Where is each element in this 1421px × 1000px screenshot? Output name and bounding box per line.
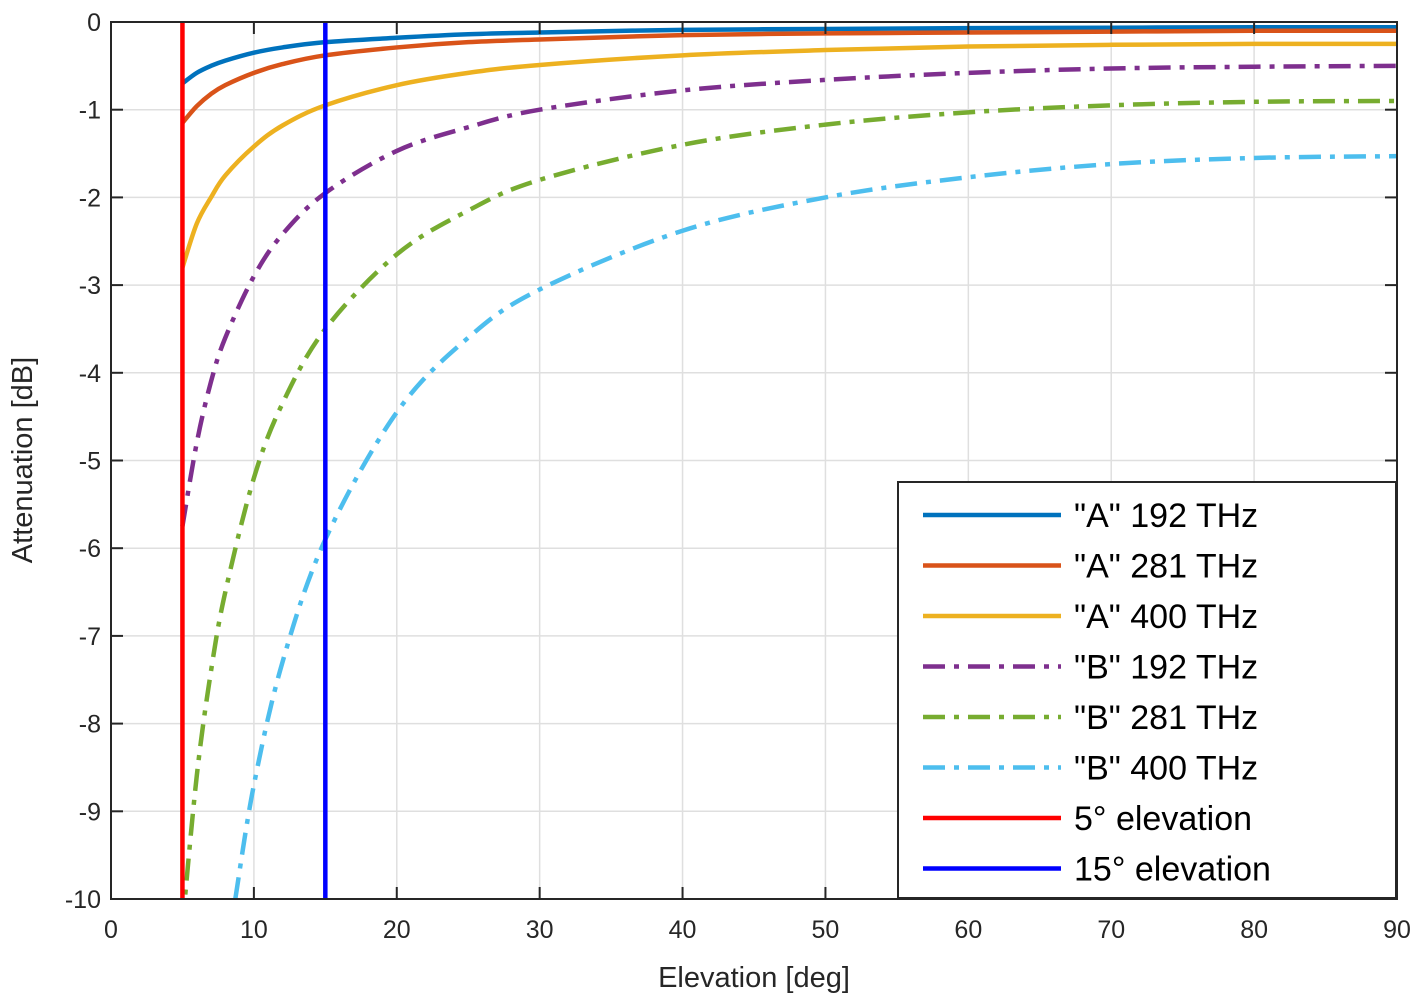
y-tick-label: -3	[79, 272, 101, 300]
legend-label: "B" 281 THz	[1074, 699, 1258, 737]
x-tick-label: 10	[240, 916, 268, 944]
legend-label: "A" 400 THz	[1074, 598, 1258, 636]
series-line-b-400-thz	[233, 153, 1397, 899]
legend-label: "A" 192 THz	[1074, 497, 1258, 535]
series-line-a-400-thz	[180, 41, 1397, 269]
x-tick-label: 70	[1097, 916, 1125, 944]
x-tick-label: 90	[1383, 916, 1411, 944]
y-axis-label: Attenuation [dB]	[7, 357, 39, 563]
series-line-a-281-thz	[180, 28, 1397, 125]
series-line-a-192-thz	[181, 24, 1397, 86]
x-tick-label: 30	[526, 916, 554, 944]
x-tick-label: 20	[383, 916, 411, 944]
x-tick-label: 60	[954, 916, 982, 944]
series-line-b-281-thz	[182, 98, 1397, 899]
y-tick-label: -8	[79, 711, 101, 739]
y-tick-label: -4	[79, 360, 101, 388]
legend-label: 15° elevation	[1074, 851, 1271, 889]
legend-label: "A" 281 THz	[1074, 548, 1258, 586]
y-tick-label: -2	[79, 184, 101, 212]
y-tick-label: -9	[79, 798, 101, 826]
series-line-b-192-thz	[180, 63, 1397, 527]
legend-label: 5° elevation	[1074, 800, 1252, 838]
x-axis-label: Elevation [deg]	[658, 962, 850, 994]
series-layer	[180, 22, 1397, 899]
x-tick-label: 50	[812, 916, 840, 944]
y-tick-label: -10	[65, 886, 101, 914]
y-tick-label: 0	[87, 9, 101, 37]
x-tick-label: 80	[1240, 916, 1268, 944]
y-tick-label: -1	[79, 97, 101, 125]
legend-label: "B" 400 THz	[1074, 750, 1258, 788]
legend: "A" 192 THz "A" 281 THz "A" 400 THz "B" 192…	[897, 481, 1397, 899]
legend-label: "B" 192 THz	[1074, 649, 1258, 687]
y-tick-label: -7	[79, 623, 101, 651]
y-tick-label: -6	[79, 535, 101, 563]
x-tick-label: 0	[104, 916, 118, 944]
legend-box	[897, 481, 1397, 899]
y-tick-label: -5	[79, 448, 101, 476]
x-tick-label: 40	[669, 916, 697, 944]
